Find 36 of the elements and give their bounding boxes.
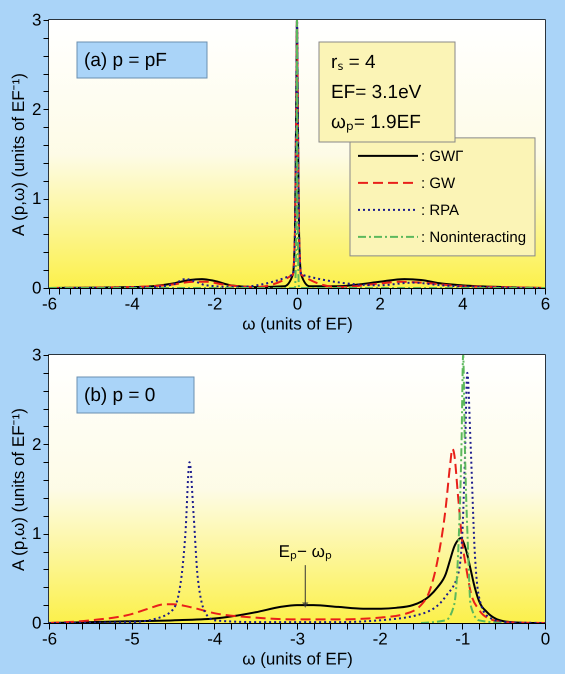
x-tick-label: -6 — [42, 294, 58, 314]
annotation: ωₚ= 1.9EF — [331, 112, 421, 133]
annotation: (b) p = 0 — [84, 385, 156, 406]
x-tick-label: -2 — [207, 294, 222, 314]
legend-label: : GW — [421, 174, 456, 192]
y-tick-label: 3 — [32, 10, 42, 30]
x-tick-label: 6 — [540, 294, 550, 314]
y-tick-label: 1 — [32, 189, 42, 208]
x-tick-label: -2 — [372, 630, 388, 648]
y-tick-label: 0 — [32, 614, 42, 632]
x-tick-label: -3 — [290, 630, 306, 648]
x-tick-label: -4 — [207, 630, 222, 648]
x-tick-label: 4 — [458, 294, 468, 314]
x-tick-label: 0 — [292, 294, 302, 314]
y-tick-label: 2 — [32, 100, 42, 119]
legend-label: : GWΓ — [421, 148, 464, 165]
x-tick-label: 2 — [375, 294, 385, 314]
y-tick-label: 1 — [32, 524, 42, 544]
x-tick-label: -4 — [124, 294, 140, 314]
annotation: Eₚ− ωₚ — [278, 542, 332, 562]
legend-label: : Noninteracting — [421, 228, 526, 246]
x-tick-label: 0 — [540, 630, 550, 648]
x-tick-label: -1 — [455, 630, 470, 648]
x-tick-label: -6 — [42, 630, 58, 648]
annotation: rₛ = 4 — [331, 52, 376, 73]
y-tick-label: 3 — [32, 346, 42, 364]
legend-label: : RPA — [421, 202, 460, 219]
annotation: EF= 3.1eV — [331, 82, 422, 103]
y-tick-label: 0 — [32, 278, 42, 298]
y-axis-title: A (p,ω) (units of EF⁻¹) — [9, 408, 28, 571]
annotation: (a) p = pF — [84, 50, 167, 71]
x-axis-title: ω (units of EF) — [242, 314, 353, 334]
y-axis-title: A (p,ω) (units of EF⁻¹) — [9, 73, 28, 236]
x-axis-title: ω (units of EF) — [242, 650, 353, 668]
x-tick-label: -5 — [124, 630, 140, 648]
y-tick-label: 2 — [32, 434, 42, 454]
